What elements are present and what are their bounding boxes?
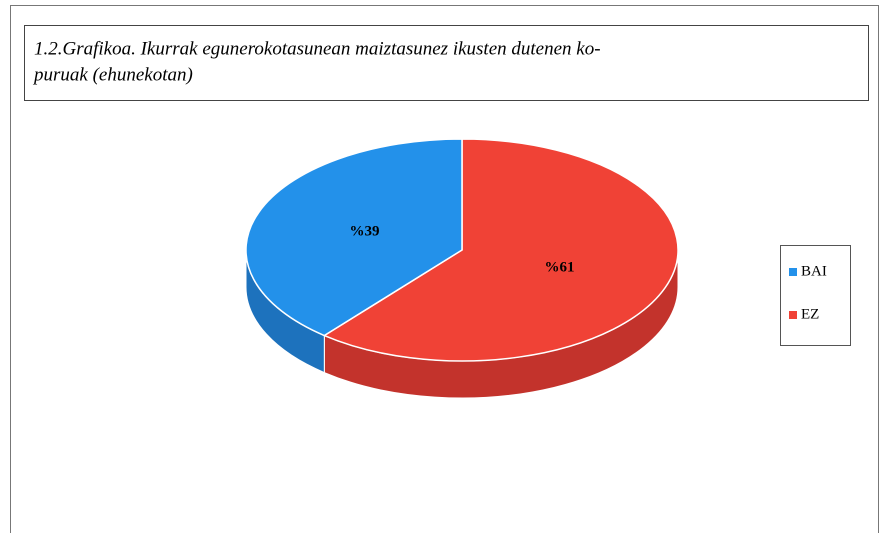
- legend-box: [780, 245, 851, 346]
- slice: [322, 138, 679, 362]
- legend-label: EZ: [801, 306, 819, 322]
- data-label: %39: [349, 223, 379, 239]
- legend-swatch: [789, 268, 797, 276]
- slice: [245, 138, 463, 337]
- title-box: [24, 25, 869, 101]
- chart-title: puruak (ehunekotan): [32, 64, 193, 85]
- legend-label: BAI: [801, 263, 827, 279]
- data-label: %61: [545, 259, 575, 275]
- chart-title: 1.2.Grafikoa. Ikurrak egunerokotasunean …: [34, 38, 601, 59]
- legend-swatch: [789, 311, 797, 319]
